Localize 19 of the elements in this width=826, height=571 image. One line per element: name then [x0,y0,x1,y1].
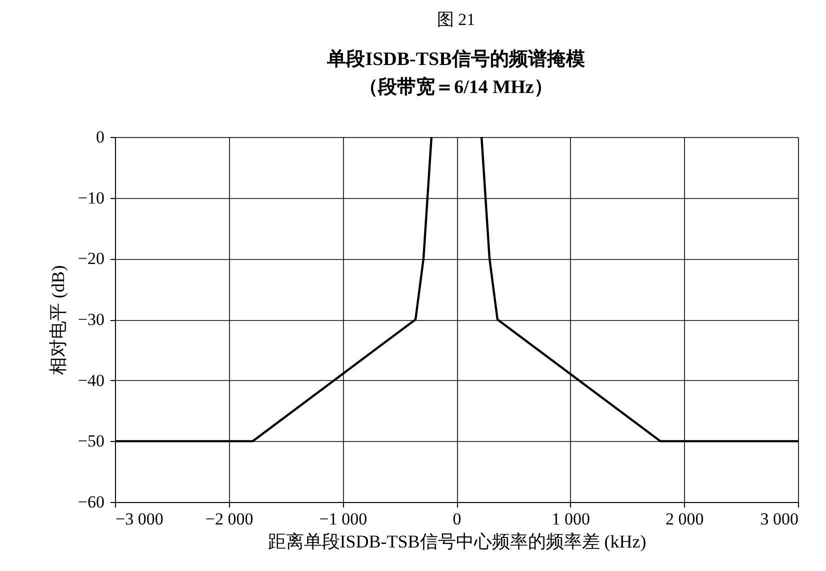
y-tick-label: −50 [78,432,104,451]
y-tick-label: −40 [78,370,104,390]
y-tick-label: −10 [78,188,104,208]
y-tick-label: −20 [78,249,104,268]
y-tick-label: −60 [78,492,104,512]
x-tick-label: −2 000 [205,510,254,528]
caption: 图 21 [436,10,476,29]
x-tick-label: −1 000 [319,510,368,528]
x-tick-label: 1 000 [552,510,590,528]
y-tick-label: 0 [96,128,104,146]
x-tick-label: 3 000 [760,510,798,528]
x-tick-label: 0 [452,510,462,528]
chart-title: 单段ISDB-TSB信号的频谱掩模 [326,48,585,70]
x-axis-title: 距离单段ISDB-TSB信号中心频率的频率差 (kHz) [268,532,646,552]
x-tick-label: −3 000 [116,510,164,528]
y-tick-label: −30 [78,310,104,329]
y-axis-title: 相对电平 (dB) [48,265,68,375]
chart-subtitle: （段带宽＝6/14 MHz） [359,76,553,98]
x-tick-label: 2 000 [666,510,704,528]
